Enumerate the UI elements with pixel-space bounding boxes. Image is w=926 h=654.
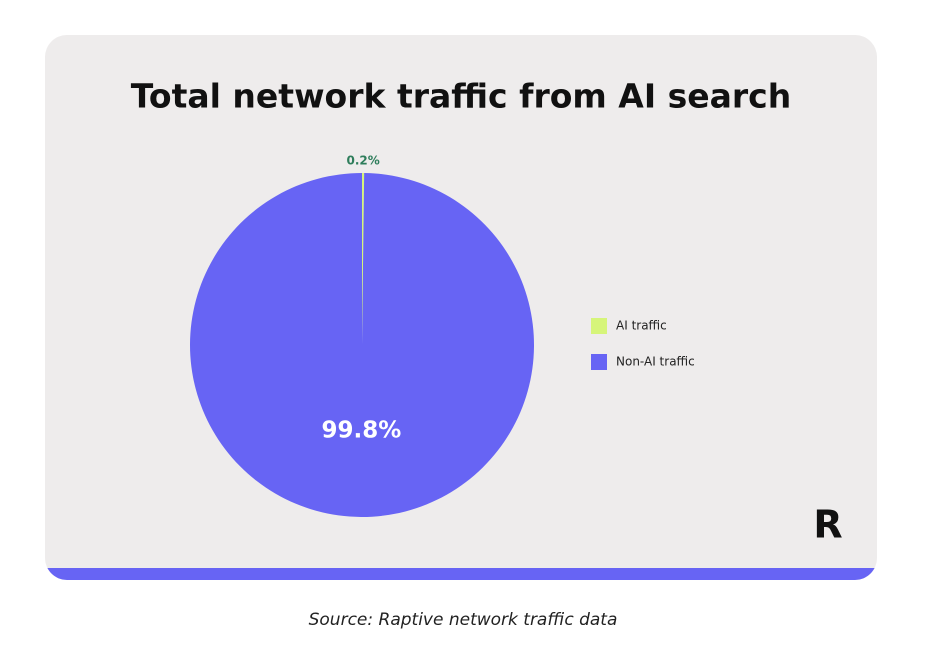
pie-slice bbox=[190, 173, 535, 518]
legend-label: AI traffic bbox=[616, 319, 667, 333]
source-note: Source: Raptive network traffic data bbox=[309, 610, 618, 630]
value-label: 99.8% bbox=[322, 417, 402, 443]
chart-title: Total network traffic from AI search bbox=[131, 77, 791, 116]
legend-label: Non-AI traffic bbox=[616, 355, 695, 369]
legend-swatch bbox=[591, 354, 607, 370]
legend-swatch bbox=[591, 318, 607, 334]
value-label: 0.2% bbox=[347, 154, 380, 168]
logo: R bbox=[813, 503, 842, 547]
card-footer-bar bbox=[45, 568, 877, 580]
pie-slice bbox=[362, 173, 365, 345]
